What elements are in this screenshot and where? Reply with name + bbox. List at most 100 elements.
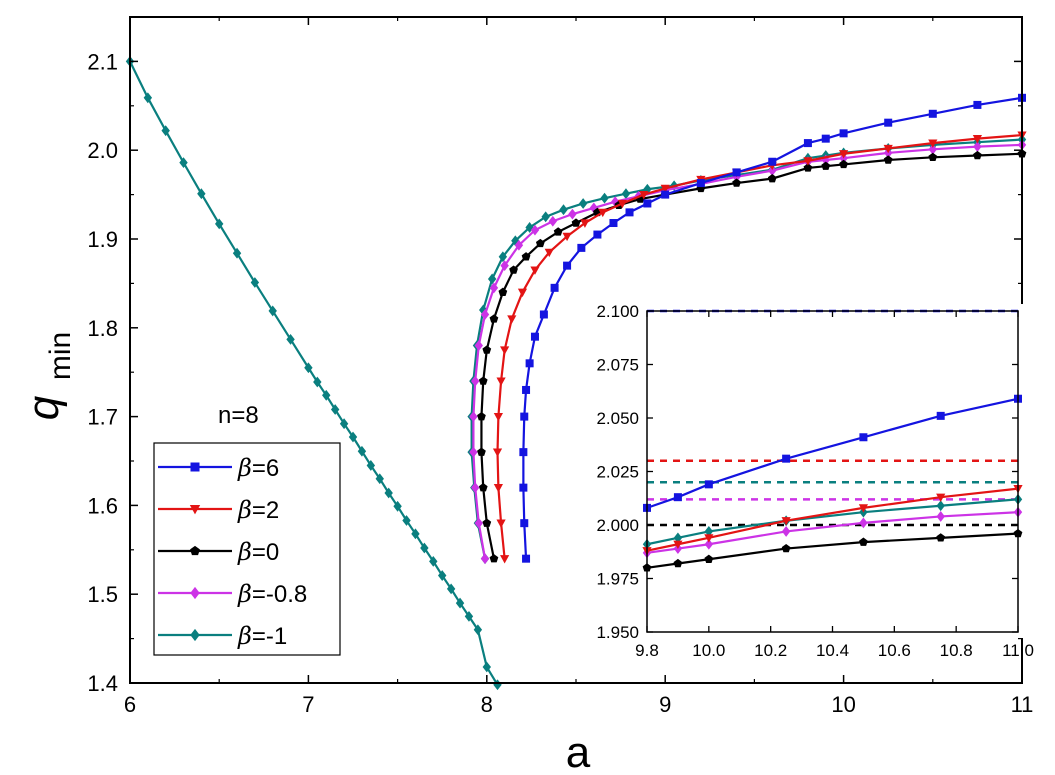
series-point-b0: [535, 238, 545, 248]
inset-series-point-b2: [858, 504, 869, 513]
series-point-b6: [732, 168, 741, 177]
series-point-bm08: [480, 309, 490, 320]
series-point-bm1: [578, 198, 588, 209]
series-point-bm08: [480, 553, 490, 565]
inset-series-point-bm08: [859, 517, 868, 529]
x-tick-label: 9: [659, 692, 671, 717]
series-point-bm08: [514, 239, 524, 251]
legend-label-value: =-1: [252, 623, 287, 650]
series-point-b0: [477, 412, 486, 421]
series-point-bm1: [559, 204, 568, 216]
legend-marker-bm08: [190, 586, 200, 600]
diagonal-series-point: [402, 515, 411, 526]
legend-marker-b0: [190, 545, 200, 556]
y-axis-label-main: q: [19, 395, 68, 420]
series-point-b6: [525, 359, 534, 368]
diagonal-series-point: [215, 218, 224, 230]
inset-series-point-b6: [936, 411, 945, 420]
series-point-b0: [571, 218, 581, 227]
series-point-b2: [660, 184, 670, 194]
series-point-b2: [617, 199, 627, 209]
x-tick-label: 10: [831, 692, 855, 717]
inset-plot: 9.8 10.0 10.2 10.4 10.6 10.8 11.0 1.950 1.975 2.0…: [575, 302, 1034, 660]
diagonal-series-point: [322, 389, 331, 401]
diagonal-series-point: [393, 500, 402, 512]
diagonal-series-point: [420, 542, 429, 554]
inset-series-point-b0: [936, 533, 946, 542]
series-line-b0: [480, 152, 1023, 559]
series-point-bm08: [471, 375, 480, 387]
series-point-bm1: [621, 188, 631, 200]
series-point-b0: [839, 159, 848, 169]
series-point-b0: [803, 163, 813, 172]
series-point-b0: [553, 227, 563, 236]
series-point-bm08: [500, 260, 509, 272]
diagonal-series-point: [482, 661, 491, 673]
series-point-b6: [803, 139, 812, 148]
legend-marker-b6: [190, 462, 200, 472]
series-point-bm08: [530, 224, 540, 236]
y-tick-label: 1.6: [87, 493, 118, 518]
legend-label-bm1: β=-1: [237, 622, 287, 650]
inset-x-tick-label: 9.8: [635, 641, 659, 660]
inset-series-point-bm08: [781, 526, 791, 537]
legend-label-value: =0: [252, 539, 279, 566]
inset-y-tick-label: 1.950: [596, 623, 639, 642]
series-point-b0: [477, 447, 486, 456]
series-point-b6: [550, 283, 559, 292]
inset-y-tick-label: 2.000: [596, 516, 639, 535]
series-point-bm1: [525, 222, 534, 233]
series-point-bm08: [489, 282, 499, 294]
series-point-bm08: [474, 340, 483, 351]
inset-y-tick-label: 2.050: [596, 409, 639, 428]
diagonal-series-point: [464, 611, 474, 622]
series-point-b2: [562, 232, 572, 242]
legend-label-b0: β=0: [237, 538, 279, 566]
y-tick-label: 1.8: [87, 316, 118, 341]
series-point-bm08: [471, 482, 480, 494]
inset-x-tick-label: 10.8: [940, 641, 973, 660]
inset-series-point-bm08: [704, 538, 714, 550]
series-point-bm1: [487, 273, 497, 285]
x-axis-label: a: [566, 728, 591, 775]
series-point-b2: [496, 377, 506, 386]
diagonal-series-point: [366, 460, 376, 471]
series-point-b2: [639, 191, 649, 200]
diagonal-series-point: [357, 445, 367, 457]
series-point-b0: [482, 518, 492, 527]
inset-series-point-b0: [781, 543, 791, 553]
series-point-b6: [593, 230, 602, 239]
inset-x-tick-label: 10.6: [878, 641, 911, 660]
series-point-b6: [768, 157, 777, 166]
series-point-bm08: [611, 196, 620, 208]
x-tick-label: 8: [481, 692, 493, 717]
series-point-b0: [821, 161, 831, 170]
series-point-b6: [522, 554, 531, 563]
legend-marker-bm1: [190, 628, 200, 642]
inset-series-point-b6: [859, 433, 868, 442]
y-axis-label: q min: [19, 332, 77, 420]
series-point-b0: [521, 252, 531, 261]
diagonal-series-point: [179, 157, 188, 169]
legend-beta-symbol: β: [237, 622, 252, 650]
series-point-b6: [520, 412, 529, 421]
series-point-bm1: [541, 211, 550, 223]
inset-x-tick-label: 10.0: [692, 641, 725, 660]
series-point-b2: [972, 135, 982, 144]
inset-series-point-b0: [673, 558, 683, 568]
series-point-b0: [478, 376, 488, 385]
x-tick-label: 11: [1011, 692, 1034, 717]
diagonal-series-point: [286, 333, 295, 345]
series-point-b2: [496, 519, 506, 528]
legend-label-value: =2: [252, 497, 279, 524]
series-point-bm08: [469, 446, 478, 458]
diagonal-series-point: [268, 305, 277, 317]
series-point-b2: [839, 150, 849, 159]
series-point-b6: [661, 190, 670, 199]
series-point-b6: [821, 134, 830, 143]
series-point-bm08: [589, 202, 599, 214]
inset-background: [575, 304, 1023, 638]
series-point-bm08: [928, 143, 937, 155]
series-point-bm08: [548, 215, 558, 227]
